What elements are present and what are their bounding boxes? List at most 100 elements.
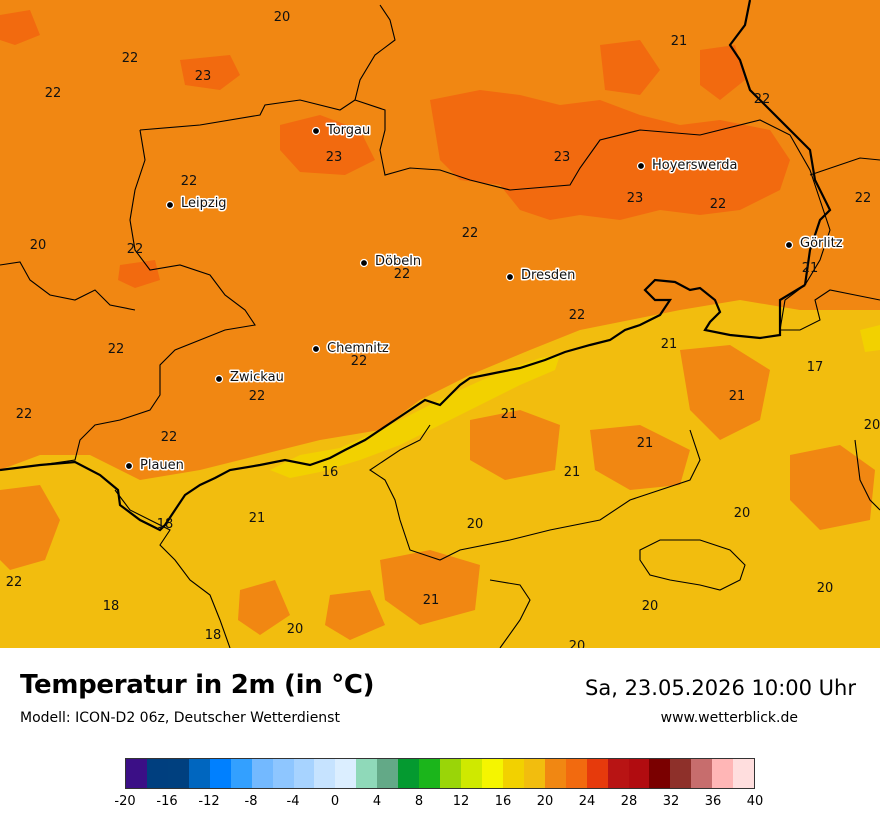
- temp-label: 22: [394, 267, 411, 282]
- city-dot-doebeln: [359, 258, 369, 268]
- legend-swatch: [649, 759, 671, 788]
- temp-label: 21: [637, 436, 654, 451]
- city-dot-leipzig: [165, 200, 175, 210]
- temp-label: 22: [710, 197, 727, 212]
- legend-swatch: [419, 759, 441, 788]
- legend-swatch: [565, 759, 587, 788]
- legend-swatch: [335, 759, 357, 788]
- temp-zone-20-22: [790, 445, 875, 530]
- temp-label: 20: [467, 517, 484, 532]
- legend-swatch: [293, 759, 315, 788]
- city-label-zwickau: Zwickau: [230, 370, 284, 385]
- legend-swatch: [691, 759, 713, 788]
- city-dot-dresden: [505, 272, 515, 282]
- temp-label: 22: [181, 174, 198, 189]
- legend-tick-label: 24: [578, 794, 596, 809]
- temp-label: 20: [734, 506, 751, 521]
- legend-tick-label: 12: [452, 794, 470, 809]
- temp-zone-22-24: [180, 55, 240, 90]
- temp-label: 16: [322, 465, 339, 480]
- legend-swatch: [272, 759, 294, 788]
- temp-label: 23: [554, 150, 571, 165]
- legend-swatch: [209, 759, 231, 788]
- temp-label: 21: [671, 34, 688, 49]
- temp-zone-22-24: [700, 45, 745, 100]
- legend-tick-label: 0: [330, 794, 340, 809]
- temp-label: 22: [351, 354, 368, 369]
- legend-swatch: [146, 759, 168, 788]
- legend-swatch: [314, 759, 336, 788]
- legend-swatch: [167, 759, 189, 788]
- legend-tick-label: -12: [198, 794, 220, 809]
- city-label-dresden: Dresden: [521, 268, 575, 283]
- temp-label: 22: [569, 308, 586, 323]
- temp-zone-20-22: [380, 550, 480, 625]
- temp-label: 17: [807, 360, 824, 375]
- legend-tick-label: -16: [156, 794, 178, 809]
- temp-zone-22-24: [0, 10, 40, 45]
- border-lines: [0, 4, 880, 648]
- temp-zone-17-18: [860, 325, 880, 352]
- temp-label: 22: [45, 86, 62, 101]
- legend-swatch: [188, 759, 210, 788]
- temp-label: 22: [161, 430, 178, 445]
- temp-label: 22: [16, 407, 33, 422]
- legend-swatch: [523, 759, 545, 788]
- legend-tick-label: 20: [536, 794, 554, 809]
- temp-zone-20-22: [325, 590, 385, 640]
- city-label-torgau: Torgau: [326, 123, 370, 138]
- legend-swatch: [607, 759, 629, 788]
- temp-zone-20-22: [590, 425, 690, 490]
- temp-zone-22-24: [280, 115, 375, 175]
- legend-tick-label: 28: [620, 794, 638, 809]
- temp-label: 18: [157, 517, 174, 532]
- color-legend: [125, 758, 755, 789]
- temperature-map: Torgau Leipzig Hoyerswerda Görlitz Döbel…: [0, 0, 880, 648]
- city-label-leipzig: Leipzig: [181, 196, 227, 211]
- temp-label: 20: [274, 10, 291, 25]
- city-label-hoyerswerda: Hoyerswerda: [652, 158, 738, 173]
- legend-swatch: [461, 759, 482, 788]
- legend-ticks: -20 -16 -12 -8 -4 0 4 8 12 16 20 24 28 32 36 40: [114, 794, 763, 814]
- national-border: [0, 0, 832, 532]
- temp-label: 18: [205, 628, 222, 643]
- temp-zone-22-24: [430, 90, 790, 220]
- map-footer: Temperatur in 2m (in °C) Modell: ICON-D2…: [0, 648, 880, 830]
- temp-label: 22: [6, 575, 23, 590]
- temp-label: 21: [729, 389, 746, 404]
- legend-swatch: [670, 759, 692, 788]
- temp-label: 20: [30, 238, 47, 253]
- temp-label: 20: [569, 639, 586, 648]
- temp-zone-20-22: [0, 485, 60, 570]
- temp-label: 21: [661, 337, 678, 352]
- temp-label: 20: [817, 581, 834, 596]
- legend-swatch: [733, 759, 755, 788]
- temp-label: 22: [127, 242, 144, 257]
- legend-tick-label: 32: [662, 794, 680, 809]
- legend-swatch: [251, 759, 273, 788]
- legend-swatch: [356, 759, 378, 788]
- city-label-chemnitz: Chemnitz: [327, 341, 389, 356]
- city-dot-torgau: [311, 126, 321, 136]
- legend-swatch: [712, 759, 734, 788]
- model-info: Modell: ICON-D2 06z, Deutscher Wetterdie…: [20, 710, 340, 726]
- temp-label: 21: [564, 465, 581, 480]
- city-markers: Torgau Leipzig Hoyerswerda Görlitz Döbel…: [124, 122, 844, 475]
- temp-label: 22: [462, 226, 479, 241]
- temp-zone-18-20: [0, 300, 880, 648]
- legend-swatch: [544, 759, 566, 788]
- temp-label: 23: [326, 150, 343, 165]
- city-dot-goerlitz: [784, 240, 794, 250]
- temp-zone-20-22: [470, 410, 560, 480]
- legend-tick-label: 4: [372, 794, 382, 809]
- temp-label: 22: [249, 389, 266, 404]
- legend-tick-label: 40: [746, 794, 764, 809]
- temp-label: 22: [108, 342, 125, 357]
- temp-label: 23: [195, 69, 212, 84]
- legend-swatch: [481, 759, 503, 788]
- temp-zone-22-24: [600, 40, 660, 95]
- website-link[interactable]: www.wetterblick.de: [660, 710, 798, 726]
- legend-swatch: [586, 759, 608, 788]
- city-label-doebeln: Döbeln: [375, 254, 421, 269]
- temp-zone-22-24: [118, 260, 160, 288]
